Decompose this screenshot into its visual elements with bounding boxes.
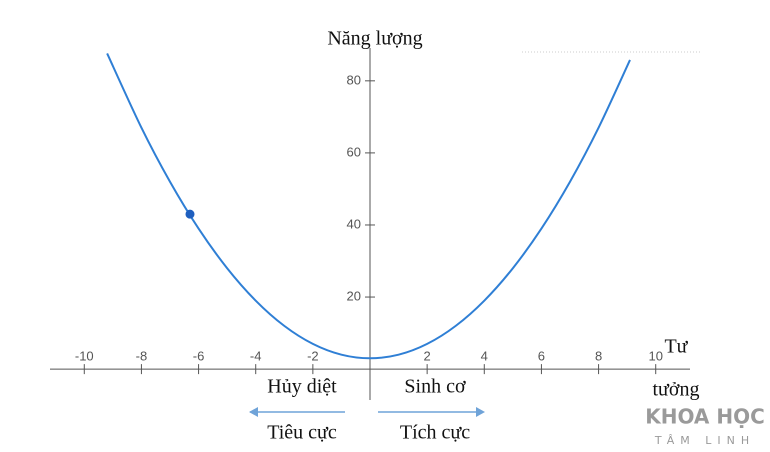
x-tick-label: 6 [538, 349, 545, 364]
arrow-head [249, 407, 258, 417]
y-tick-label: 20 [347, 288, 361, 303]
point-marker [185, 209, 195, 219]
x-tick-label: -6 [193, 349, 205, 364]
watermark: TÂM LINH [654, 434, 755, 447]
x-tick-label: -2 [307, 349, 319, 364]
curve [106, 53, 631, 360]
x-tick-label: 4 [481, 349, 488, 364]
arrow-head [476, 407, 485, 417]
y-tick-label: 60 [347, 144, 361, 159]
x-axis-label: tưởng [653, 379, 700, 401]
x-tick-label: -4 [250, 349, 262, 364]
annotation: Sinh cơ [404, 376, 466, 398]
y-tick-label: 80 [347, 72, 361, 87]
x-tick-label: 8 [595, 349, 602, 364]
annotation: Hủy diệt [267, 376, 337, 398]
x-axis-label: Tư [664, 336, 688, 358]
x-tick-label: -10 [75, 349, 94, 364]
y-axis-label: Năng lượng [327, 28, 422, 50]
watermark: KHOA HỌC [645, 405, 765, 429]
x-tick-label: 2 [424, 349, 431, 364]
annotation: Tích cực [400, 422, 470, 444]
y-tick-label: 40 [347, 216, 361, 231]
x-tick-label: -8 [136, 349, 148, 364]
annotation: Tiêu cực [267, 422, 337, 444]
x-tick-label: 10 [648, 349, 662, 364]
